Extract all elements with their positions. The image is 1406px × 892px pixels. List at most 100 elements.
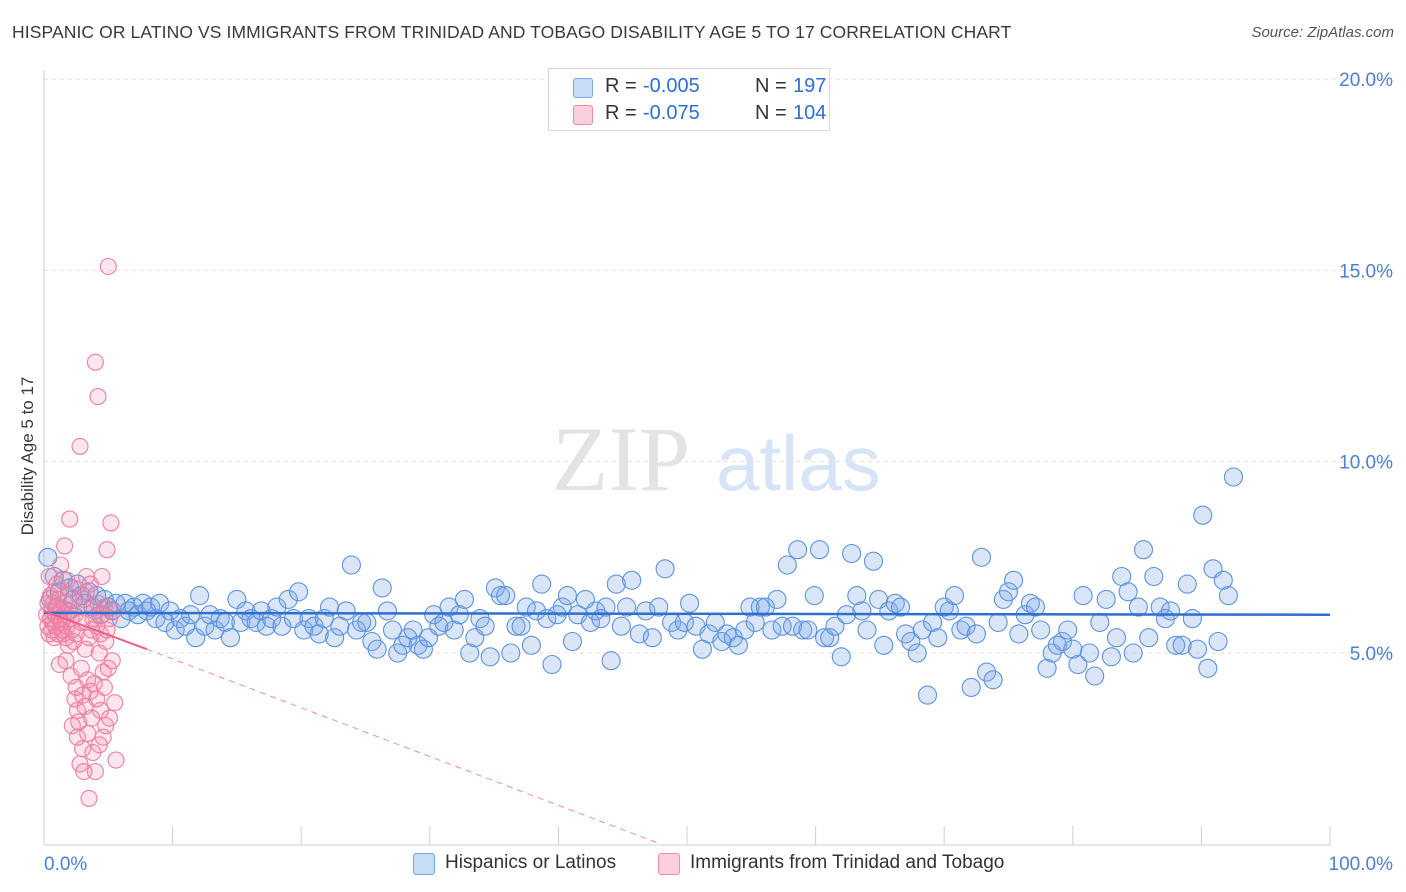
data-point <box>1079 643 1100 663</box>
data-point <box>1004 570 1024 590</box>
data-point <box>735 620 755 640</box>
data-point <box>655 559 675 579</box>
trend-line-trinidad <box>43 609 148 651</box>
data-point <box>367 639 387 659</box>
data-point <box>622 570 642 590</box>
data-point <box>1106 628 1127 648</box>
data-point <box>1223 467 1244 487</box>
data-point <box>516 597 536 617</box>
data-point <box>636 601 656 621</box>
data-point <box>1025 597 1046 617</box>
data-point <box>831 647 851 667</box>
data-point <box>429 616 449 636</box>
data-point <box>77 583 95 601</box>
data-point <box>99 257 117 276</box>
stats-swatch-trinidad <box>573 105 593 125</box>
data-point <box>200 605 220 625</box>
data-point <box>107 751 125 769</box>
data-point <box>863 551 884 571</box>
data-point <box>912 620 932 640</box>
data-point <box>944 586 965 606</box>
data-point <box>928 628 948 648</box>
grid-lines <box>44 78 1393 654</box>
data-point <box>1031 620 1051 640</box>
data-point <box>1218 586 1238 606</box>
data-point <box>1160 601 1181 621</box>
data-point <box>956 616 976 636</box>
data-point <box>642 628 662 648</box>
data-point <box>475 616 495 636</box>
data-point <box>444 620 464 640</box>
data-point <box>408 635 428 655</box>
data-point <box>777 555 797 575</box>
data-point <box>65 579 83 597</box>
trend-lines <box>43 609 1331 845</box>
source-label: Source: ZipAtlas.com <box>1251 24 1394 41</box>
data-point <box>755 597 775 617</box>
stats-n-label: N = <box>755 75 787 97</box>
data-point <box>454 589 475 609</box>
data-point <box>1133 540 1154 560</box>
data-point <box>104 602 122 620</box>
data-point <box>977 662 997 682</box>
data-point <box>439 597 459 617</box>
data-point <box>74 740 92 758</box>
axes <box>43 70 1331 846</box>
data-point <box>1058 620 1078 640</box>
x-tick-label: 100.0% <box>1329 854 1394 875</box>
data-point <box>557 586 577 606</box>
data-point <box>377 601 397 621</box>
data-point <box>325 628 345 648</box>
legend-swatch-trinidad <box>658 853 680 875</box>
data-point <box>70 713 88 731</box>
data-point <box>917 685 938 705</box>
data-point <box>521 635 541 655</box>
data-point <box>762 620 782 640</box>
data-point <box>852 601 872 621</box>
data-point <box>1118 582 1138 602</box>
data-point <box>101 610 119 628</box>
data-point <box>798 620 818 640</box>
stats-r-label: R = <box>605 102 637 124</box>
data-point <box>542 654 562 675</box>
data-point <box>961 677 981 697</box>
stats-r-label: R = <box>605 75 637 97</box>
data-point <box>1090 612 1110 632</box>
data-point <box>1177 574 1197 594</box>
x-tick-label: 0.0% <box>44 854 87 875</box>
data-point <box>890 597 911 617</box>
data-point <box>460 643 480 663</box>
data-point <box>1198 658 1218 678</box>
data-point <box>289 582 309 602</box>
data-point <box>740 597 760 617</box>
data-point <box>680 593 700 613</box>
data-point <box>372 578 392 598</box>
data-point <box>1139 628 1159 648</box>
data-point <box>61 510 79 528</box>
data-point <box>403 620 423 640</box>
data-point <box>874 635 894 655</box>
data-point <box>1085 666 1105 686</box>
data-point <box>52 556 70 574</box>
data-point <box>988 612 1008 632</box>
data-point <box>490 586 511 606</box>
data-point <box>1101 647 1121 667</box>
data-point <box>86 353 104 371</box>
data-point <box>98 541 116 559</box>
data-point <box>983 670 1003 690</box>
data-point <box>496 586 516 606</box>
data-point <box>80 789 98 807</box>
data-point <box>1182 609 1202 629</box>
data-point <box>750 597 770 617</box>
data-point <box>611 616 631 636</box>
data-point <box>272 616 292 636</box>
data-point <box>825 616 845 636</box>
y-tick-label: 10.0% <box>1339 453 1393 474</box>
data-point <box>966 624 986 644</box>
watermark: ZIP atlas <box>552 408 881 510</box>
data-point <box>1128 597 1148 617</box>
data-point <box>336 601 356 621</box>
data-point <box>532 574 552 594</box>
stats-n-label: N = <box>755 102 787 124</box>
data-point <box>629 624 649 644</box>
